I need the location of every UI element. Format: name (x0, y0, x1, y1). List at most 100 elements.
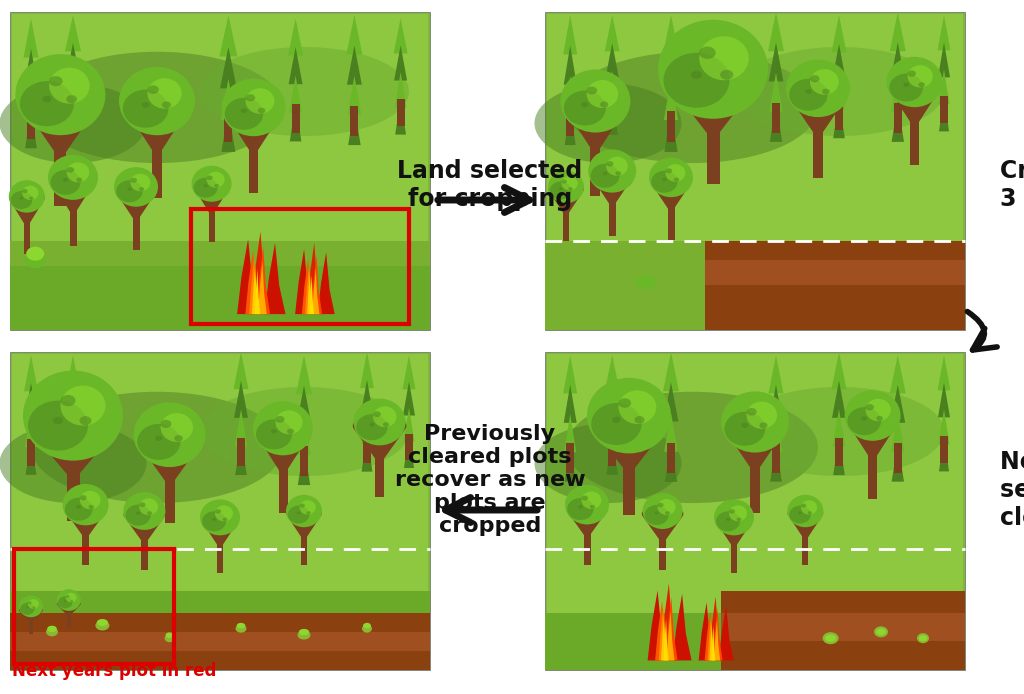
Polygon shape (606, 411, 618, 447)
Ellipse shape (246, 94, 255, 101)
Ellipse shape (606, 157, 628, 176)
Ellipse shape (50, 170, 81, 195)
Polygon shape (256, 246, 270, 314)
Polygon shape (647, 591, 668, 661)
Ellipse shape (591, 164, 620, 188)
Polygon shape (26, 109, 37, 149)
Polygon shape (67, 385, 80, 425)
Ellipse shape (222, 518, 227, 521)
Bar (545, 241, 965, 330)
Ellipse shape (136, 511, 140, 515)
Bar (141, 525, 147, 570)
Ellipse shape (865, 404, 874, 410)
Polygon shape (768, 355, 783, 393)
Ellipse shape (212, 518, 216, 521)
Ellipse shape (805, 89, 812, 94)
Polygon shape (938, 355, 950, 390)
Polygon shape (709, 597, 723, 661)
Ellipse shape (588, 149, 636, 193)
Polygon shape (770, 103, 782, 142)
Ellipse shape (71, 600, 74, 602)
Polygon shape (833, 72, 846, 110)
Ellipse shape (734, 47, 944, 136)
Polygon shape (393, 18, 408, 53)
Ellipse shape (47, 626, 56, 632)
Polygon shape (665, 443, 677, 482)
Polygon shape (769, 72, 782, 112)
Text: New area
selected and
cleared: New area selected and cleared (1000, 450, 1024, 530)
Polygon shape (892, 443, 904, 482)
Ellipse shape (299, 504, 305, 507)
Polygon shape (833, 409, 846, 446)
Ellipse shape (658, 19, 768, 119)
Ellipse shape (147, 85, 159, 94)
Ellipse shape (258, 108, 265, 114)
Ellipse shape (56, 589, 81, 611)
Bar (772, 103, 780, 133)
Polygon shape (24, 355, 38, 391)
Ellipse shape (729, 509, 735, 514)
Polygon shape (563, 355, 578, 393)
Polygon shape (360, 380, 374, 416)
Polygon shape (891, 42, 905, 81)
Ellipse shape (564, 90, 606, 126)
Polygon shape (220, 47, 237, 88)
Polygon shape (564, 414, 577, 452)
Bar (67, 450, 80, 520)
Ellipse shape (760, 423, 768, 428)
Ellipse shape (66, 595, 70, 598)
Bar (14, 549, 174, 663)
Ellipse shape (560, 69, 631, 133)
Ellipse shape (126, 505, 151, 525)
Ellipse shape (714, 500, 754, 535)
Bar (772, 443, 780, 473)
Polygon shape (769, 384, 783, 423)
Polygon shape (664, 79, 678, 120)
Bar (591, 126, 600, 196)
Ellipse shape (887, 57, 943, 107)
Ellipse shape (162, 101, 171, 108)
Polygon shape (712, 626, 716, 661)
Polygon shape (252, 265, 258, 314)
Polygon shape (565, 105, 575, 145)
Bar (667, 110, 675, 142)
Ellipse shape (861, 416, 867, 421)
Polygon shape (290, 104, 301, 142)
Ellipse shape (65, 498, 92, 520)
Ellipse shape (808, 511, 812, 514)
Bar (545, 12, 965, 330)
Ellipse shape (46, 627, 58, 636)
Ellipse shape (664, 53, 729, 108)
Ellipse shape (253, 401, 313, 455)
Ellipse shape (666, 511, 670, 515)
Polygon shape (769, 42, 783, 81)
Ellipse shape (89, 505, 94, 509)
Ellipse shape (635, 416, 644, 423)
Bar (835, 438, 843, 466)
Ellipse shape (29, 196, 34, 200)
Polygon shape (347, 76, 361, 115)
Ellipse shape (66, 593, 77, 602)
Ellipse shape (67, 95, 77, 103)
Ellipse shape (666, 164, 685, 182)
Ellipse shape (649, 158, 693, 197)
Ellipse shape (63, 178, 68, 182)
Ellipse shape (618, 391, 656, 424)
Ellipse shape (874, 627, 888, 637)
Ellipse shape (80, 495, 87, 500)
Polygon shape (317, 253, 335, 314)
Polygon shape (246, 251, 261, 314)
Ellipse shape (67, 162, 89, 183)
Polygon shape (768, 12, 784, 51)
Polygon shape (219, 15, 238, 56)
Polygon shape (346, 15, 362, 54)
Polygon shape (221, 110, 236, 152)
Ellipse shape (202, 511, 226, 532)
Ellipse shape (27, 246, 44, 261)
Polygon shape (67, 71, 80, 107)
Ellipse shape (236, 625, 247, 633)
Polygon shape (347, 45, 361, 85)
Ellipse shape (119, 67, 195, 135)
Polygon shape (660, 584, 678, 661)
Polygon shape (938, 409, 949, 444)
